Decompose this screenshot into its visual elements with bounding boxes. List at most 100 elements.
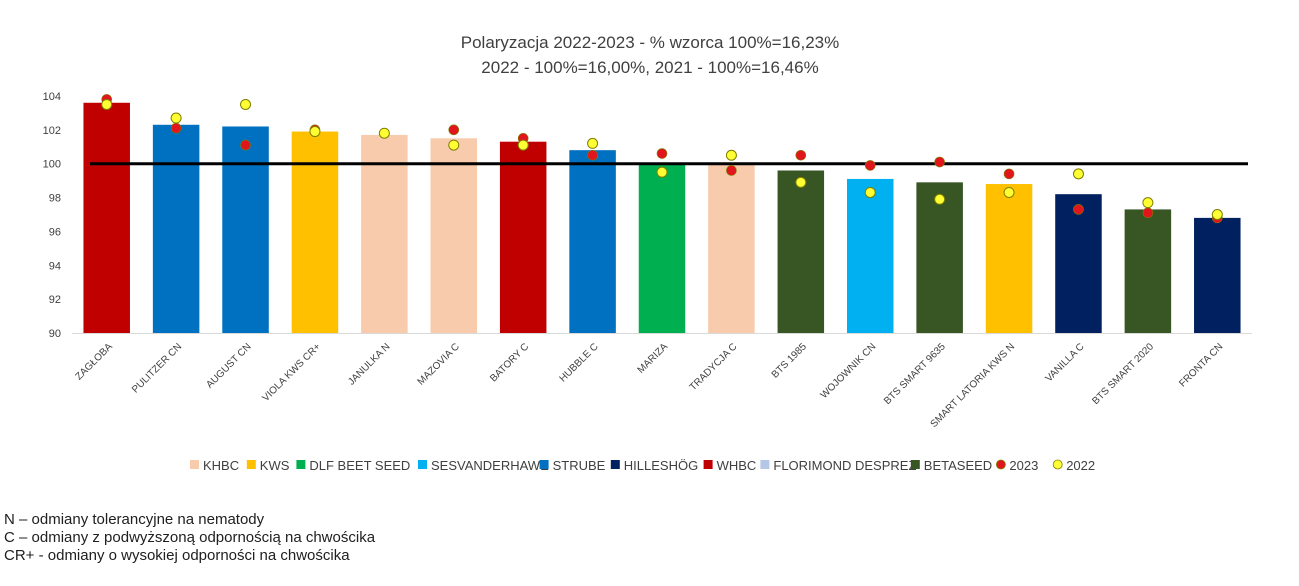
point-2023 bbox=[795, 149, 807, 161]
legend-label: BETASEED bbox=[924, 458, 992, 473]
legend-swatch bbox=[610, 460, 620, 469]
category-label: TRADYCJA C bbox=[688, 341, 740, 393]
y-tick-label: 94 bbox=[49, 260, 61, 272]
point-2023 bbox=[1142, 207, 1154, 219]
point-2023 bbox=[240, 139, 251, 151]
bar bbox=[846, 178, 894, 333]
legend-label: WHBC bbox=[717, 458, 757, 473]
legend-label: KWS bbox=[260, 458, 290, 473]
point-2022 bbox=[448, 139, 460, 151]
bars bbox=[83, 102, 1241, 334]
y-tick-label: 104 bbox=[43, 91, 61, 103]
legend-swatch bbox=[418, 460, 427, 469]
chart-title-line-2: 2022 - 100%=16,00%, 2021 - 100%=16,46% bbox=[481, 58, 818, 77]
category-label: HUBBLE C bbox=[558, 341, 601, 384]
point-2023 bbox=[934, 156, 945, 168]
legend-swatch bbox=[760, 460, 770, 469]
bar bbox=[83, 102, 130, 334]
y-tick-label: 100 bbox=[43, 159, 61, 171]
y-tick-label: 96 bbox=[49, 226, 61, 238]
point-2022 bbox=[1003, 186, 1015, 198]
category-label: BTS SMART 2020 bbox=[1090, 341, 1156, 407]
legend-swatch bbox=[246, 460, 256, 469]
point-2022 bbox=[309, 126, 321, 138]
bar bbox=[916, 182, 963, 333]
point-2022 bbox=[517, 139, 529, 151]
category-label: VIOLA KWS CR+ bbox=[260, 341, 323, 404]
point-2023 bbox=[587, 149, 598, 161]
point-2023 bbox=[864, 160, 876, 171]
y-tick-label: 102 bbox=[43, 125, 61, 137]
category-label: FRONTA CN bbox=[1177, 341, 1225, 389]
legend-swatch bbox=[539, 460, 549, 469]
bar bbox=[708, 163, 755, 333]
category-label: VANILLA C bbox=[1044, 341, 1087, 384]
legend-label: FLORIMOND DESPREZ bbox=[773, 458, 916, 473]
bar bbox=[1055, 194, 1102, 333]
bar bbox=[430, 138, 478, 333]
legend-swatch bbox=[910, 460, 920, 469]
category-label: WOJOWNIK CN bbox=[819, 341, 879, 401]
bar bbox=[638, 163, 686, 333]
bar bbox=[222, 126, 269, 333]
legend-swatch bbox=[190, 460, 199, 469]
point-2022 bbox=[587, 137, 599, 149]
footnotes: N – odmiany tolerancyjne na nematody C –… bbox=[4, 511, 375, 565]
point-2022 bbox=[1072, 168, 1084, 180]
y-tick-label: 90 bbox=[49, 328, 61, 340]
category-label: BATORY C bbox=[488, 341, 531, 384]
legend-swatch bbox=[296, 460, 306, 469]
point-2023 bbox=[1003, 168, 1015, 180]
point-2022 bbox=[240, 98, 252, 110]
bar bbox=[777, 170, 825, 333]
point-2022 bbox=[864, 186, 876, 198]
category-label: MAZOVIA C bbox=[416, 341, 462, 387]
y-axis: 90 92 94 96 98 100 102 104 bbox=[43, 91, 1252, 340]
point-2023 bbox=[1073, 204, 1084, 215]
category-label: MARIZA bbox=[636, 341, 671, 376]
legend-label: KHBC bbox=[203, 458, 239, 473]
scatter-points bbox=[101, 94, 1223, 224]
point-2022 bbox=[1142, 197, 1154, 209]
category-label: AUGUST CN bbox=[204, 341, 253, 390]
y-tick-label: 92 bbox=[49, 294, 61, 306]
category-label: BTS SMART 9635 bbox=[882, 341, 948, 407]
category-label: PULITZER CN bbox=[130, 341, 184, 395]
point-2022 bbox=[656, 166, 668, 178]
category-label: JANULKA N bbox=[346, 341, 392, 387]
category-labels: ZAGŁOBA PULITZER CN AUGUST CN VIOLA KWS CR+… bbox=[74, 341, 1226, 430]
bar bbox=[291, 131, 339, 333]
footnote-cr: CR+ - odmiany o wysokiej odporności na c… bbox=[4, 547, 350, 564]
bar bbox=[569, 150, 616, 333]
category-label: ZAGŁOBA bbox=[74, 341, 115, 382]
bar bbox=[152, 124, 200, 334]
legend-dot bbox=[1052, 459, 1063, 470]
legend-label: 2022 bbox=[1066, 458, 1095, 473]
legend-label: SESVANDERHAWE bbox=[431, 458, 549, 473]
point-2023 bbox=[448, 124, 460, 136]
y-tick-label: 98 bbox=[49, 193, 61, 205]
legend-label: STRUBE bbox=[553, 458, 606, 473]
point-2022 bbox=[1211, 209, 1223, 220]
legend: KHBC KWS DLF BEET SEED SESVANDERHAWE STRUBE H… bbox=[190, 458, 1095, 473]
point-2022 bbox=[170, 112, 182, 124]
footnote-c: C – odmiany z podwyższoną odpornością na… bbox=[4, 529, 376, 546]
point-2022 bbox=[101, 98, 113, 110]
bar bbox=[1124, 209, 1172, 333]
legend-swatch bbox=[703, 460, 713, 469]
point-2022 bbox=[725, 149, 737, 161]
chart-title-line-1: Polaryzacja 2022-2023 - % wzorca 100%=16… bbox=[461, 33, 839, 52]
point-2022 bbox=[934, 193, 946, 205]
bar bbox=[499, 141, 547, 333]
chart: Polaryzacja 2022-2023 - % wzorca 100%=16… bbox=[43, 33, 1252, 473]
legend-label: DLF BEET SEED bbox=[309, 458, 410, 473]
legend-label: 2023 bbox=[1009, 458, 1038, 473]
legend-dot bbox=[996, 459, 1006, 470]
bar bbox=[1194, 217, 1241, 333]
point-2023 bbox=[170, 122, 182, 134]
bar bbox=[985, 184, 1033, 333]
legend-label: HILLESHÖG bbox=[624, 458, 698, 473]
point-2023 bbox=[726, 165, 737, 176]
point-2022 bbox=[795, 176, 807, 188]
category-label: BTS 1985 bbox=[770, 341, 810, 381]
